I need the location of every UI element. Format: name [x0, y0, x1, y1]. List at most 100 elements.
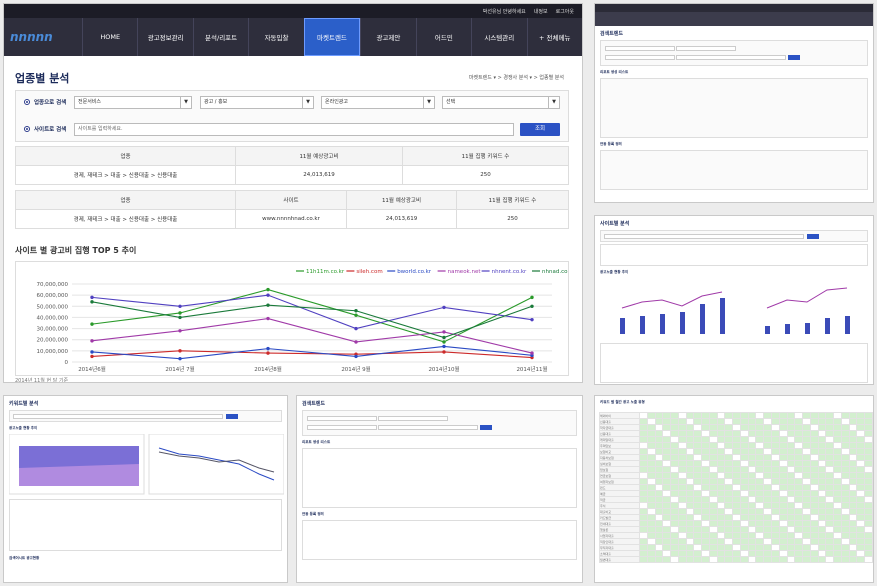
- data-point[interactable]: [354, 309, 358, 313]
- industry-select-4[interactable]: 선택 ▼: [442, 96, 560, 109]
- data-point[interactable]: [442, 305, 446, 310]
- data-point[interactable]: [178, 349, 182, 353]
- grid-cell: [848, 556, 858, 563]
- data-point[interactable]: [90, 322, 94, 326]
- thumb-list: [302, 520, 577, 560]
- cell-keyword-count: 250: [456, 209, 569, 229]
- data-point[interactable]: [354, 326, 358, 331]
- nav-admin[interactable]: 어드민: [415, 18, 471, 56]
- thumb-section: 연동 등록 정의: [302, 512, 324, 516]
- site-label: 사이트로 검색: [34, 127, 67, 133]
- series-line: [91, 350, 533, 359]
- data-point[interactable]: [178, 315, 182, 320]
- grid-cell: [677, 556, 687, 563]
- data-point[interactable]: [90, 350, 94, 354]
- cell-site[interactable]: www.nnnnhnad.co.kr: [235, 209, 347, 229]
- industry-select-3-value: 온라인광고: [325, 99, 349, 105]
- nav-all-menu[interactable]: + 전체메뉴: [526, 18, 582, 56]
- nav-market-trend[interactable]: 마켓트렌드: [303, 18, 361, 56]
- thumb-section: 연동 등록 정의: [600, 142, 622, 146]
- data-point[interactable]: [530, 351, 534, 355]
- y-tick-label: 10,000,000: [37, 349, 69, 355]
- page-title: 업종별 분석: [15, 72, 70, 85]
- site-radio[interactable]: [24, 126, 30, 132]
- industry-label: 업종으로 검색: [34, 100, 67, 106]
- grid-cell: [794, 556, 804, 563]
- data-point[interactable]: [530, 317, 534, 322]
- data-point[interactable]: [266, 293, 270, 297]
- col-site: 사이트: [235, 190, 347, 210]
- data-point[interactable]: [354, 340, 358, 344]
- data-point[interactable]: [266, 287, 270, 292]
- cell-industry: 경제, 재테크 > 대출 > 신용대출 > 신용대출: [15, 165, 236, 185]
- data-point[interactable]: [354, 354, 358, 359]
- data-point[interactable]: [90, 295, 94, 300]
- logout-link[interactable]: 로그아웃: [555, 8, 574, 15]
- data-point[interactable]: [178, 311, 182, 315]
- nav-home[interactable]: HOME: [82, 18, 137, 56]
- industry-select-2[interactable]: 광고 / 홍보 ▼: [200, 96, 314, 109]
- nav-system[interactable]: 시스템관리: [471, 18, 526, 56]
- x-tick-label: 2014년10월: [428, 365, 459, 373]
- y-tick-label: 30,000,000: [37, 327, 69, 333]
- breadcrumb[interactable]: 마켓트렌드 ▾ > 경쟁사 분석 ▾ > 업종별 분석: [468, 75, 564, 81]
- thumb-keyword-grid[interactable]: 키워드 별 월간 광고 노출 유형 해외바이 신용대출 학자금대출 신용대출 캐피탈대출…: [594, 395, 874, 583]
- my-info-link[interactable]: 내정보: [533, 8, 548, 15]
- grid-cell: [833, 556, 842, 563]
- grid-cell: [732, 556, 741, 563]
- grid-cell: [771, 556, 780, 563]
- data-point[interactable]: [266, 351, 270, 355]
- data-point[interactable]: [442, 350, 446, 354]
- grid-row: 학자금대출: [599, 424, 873, 431]
- table-row: 경제, 재테크 > 대출 > 신용대출 > 신용대출 www.nnnnhnad.…: [15, 209, 569, 229]
- data-point[interactable]: [266, 303, 270, 307]
- thumb-input: [307, 425, 377, 430]
- industry-select-1[interactable]: 전문서비스 ▼: [74, 96, 192, 109]
- industry-summary-table: 업종 11월 예상광고비 11월 집행 키워드 수 경제, 재테크 > 대출 >…: [15, 146, 569, 185]
- search-button[interactable]: 조회: [520, 123, 560, 136]
- thumb-table: [600, 343, 868, 383]
- data-point[interactable]: [90, 339, 94, 343]
- data-point[interactable]: [442, 344, 446, 349]
- grid-cell: [825, 556, 835, 563]
- thumb-trend-2[interactable]: 검색트렌드 리포트 생성 리스트 연동 등록 정의: [296, 395, 583, 583]
- chart-title: 사이트 별 광고비 집행 TOP 5 추이: [15, 246, 137, 255]
- grid-cell: [646, 556, 656, 563]
- data-point[interactable]: [266, 346, 270, 351]
- data-point[interactable]: [354, 313, 358, 317]
- industry-select-3[interactable]: 온라인광고 ▼: [321, 96, 435, 109]
- nav-analysis[interactable]: 분석/리포트: [192, 18, 248, 56]
- x-tick-label: 2014년8월: [254, 365, 282, 373]
- nav-ad-proposal[interactable]: 광고제안: [360, 18, 415, 56]
- data-point[interactable]: [442, 335, 446, 340]
- thumb-input: [378, 415, 449, 421]
- y-tick-label: 60,000,000: [37, 293, 69, 299]
- site-search-input[interactable]: 사이트를 입력하세요.: [74, 123, 514, 136]
- grid-cell: [693, 556, 703, 563]
- industry-radio[interactable]: [24, 99, 30, 105]
- thumb-keyword-analysis[interactable]: 키워드별 분석 광고노출 현황 추이 검색어시트 광고현황: [3, 395, 288, 583]
- thumb-trend[interactable]: 검색트렌드 리포트 생성 리스트 연동 등록 정의: [594, 3, 874, 203]
- data-point[interactable]: [266, 316, 270, 321]
- data-point[interactable]: [178, 356, 182, 361]
- thumb-site-analysis[interactable]: 사이트별 분석 광고노출 현황 추이: [594, 215, 874, 385]
- nav-auto-bid[interactable]: 자동입찰: [248, 18, 303, 56]
- thumb-section: 광고노출 현황 추이: [600, 270, 629, 274]
- data-point[interactable]: [442, 340, 446, 344]
- data-point[interactable]: [530, 295, 534, 300]
- data-point[interactable]: [442, 330, 446, 334]
- logo[interactable]: nnnnn: [10, 30, 53, 44]
- cell-expected-cost: 24,013,619: [235, 165, 403, 185]
- thumb-input: [605, 55, 675, 60]
- grid-cell: [802, 556, 811, 563]
- x-tick-label: 2014년6월: [78, 365, 106, 373]
- y-tick-label: 40,000,000: [37, 315, 69, 321]
- grid-row: 신용대출: [599, 430, 873, 437]
- nav-ad-info[interactable]: 광고정보관리: [137, 18, 192, 56]
- data-point[interactable]: [90, 354, 94, 359]
- data-point[interactable]: [90, 300, 94, 304]
- cell-keyword-count: 250: [402, 165, 569, 185]
- data-point[interactable]: [178, 304, 182, 308]
- data-point[interactable]: [530, 304, 534, 308]
- data-point[interactable]: [178, 329, 182, 333]
